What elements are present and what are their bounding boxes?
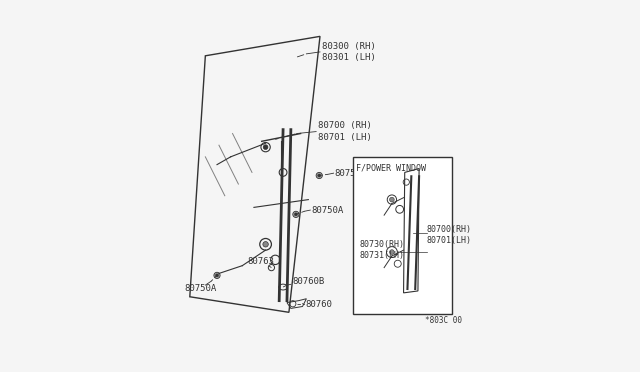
Text: *803C 00: *803C 00 <box>425 316 462 326</box>
Circle shape <box>263 241 268 247</box>
Text: 80700 (RH)
80701 (LH): 80700 (RH) 80701 (LH) <box>318 121 372 142</box>
Text: 80750A: 80750A <box>184 285 216 294</box>
Circle shape <box>390 197 394 202</box>
Circle shape <box>317 174 321 177</box>
Circle shape <box>294 213 298 216</box>
Text: 80763: 80763 <box>247 257 274 266</box>
Circle shape <box>216 274 219 277</box>
Text: 80760B: 80760B <box>292 278 324 286</box>
Bar <box>353 157 452 314</box>
Text: 80700(RH)
80701(LH): 80700(RH) 80701(LH) <box>427 225 472 245</box>
Text: 80300 (RH)
80301 (LH): 80300 (RH) 80301 (LH) <box>322 42 376 62</box>
Text: 80760: 80760 <box>305 300 332 309</box>
Circle shape <box>292 211 299 218</box>
Circle shape <box>390 250 394 254</box>
Text: 80750A: 80750A <box>335 169 367 178</box>
Text: 80750A: 80750A <box>312 206 344 215</box>
Text: F/POWER WINDOW: F/POWER WINDOW <box>356 164 426 173</box>
Circle shape <box>263 145 268 150</box>
Text: 80730(RH)
80731(LH): 80730(RH) 80731(LH) <box>360 240 404 260</box>
Circle shape <box>316 172 323 179</box>
Circle shape <box>214 272 220 279</box>
